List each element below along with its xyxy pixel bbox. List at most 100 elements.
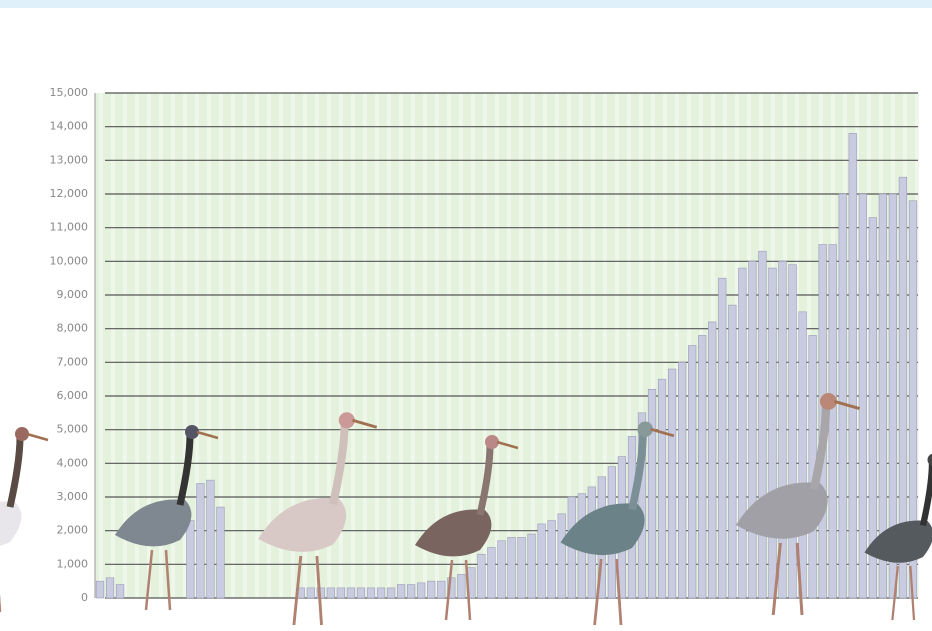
bar — [878, 193, 887, 599]
bar — [95, 580, 105, 599]
y-tick-label: 9,000 — [57, 288, 89, 301]
crane-beak — [196, 430, 219, 440]
crane-head — [820, 393, 837, 410]
crane-body — [415, 509, 492, 557]
crane — [0, 427, 49, 612]
bar — [326, 587, 335, 599]
crane-head — [15, 427, 29, 441]
bar — [768, 267, 777, 599]
crane — [115, 425, 219, 611]
bar — [748, 261, 757, 599]
y-tick-label: 8,000 — [57, 322, 89, 335]
crane-beak — [26, 432, 49, 442]
crane-neck — [176, 434, 194, 506]
bar — [427, 580, 436, 599]
crane-neck — [628, 432, 647, 511]
bar — [678, 362, 687, 599]
crane-head — [185, 425, 199, 439]
bar — [698, 335, 707, 599]
y-tick-label: 12,000 — [50, 187, 89, 200]
bar — [888, 193, 898, 599]
bar — [216, 506, 225, 599]
bar — [196, 483, 205, 599]
crane-legs — [771, 542, 804, 616]
y-tick-label: 10,000 — [50, 254, 89, 267]
crane-head — [485, 435, 499, 449]
bar — [186, 520, 195, 599]
bar — [557, 513, 566, 599]
bar — [477, 553, 486, 599]
y-tick-label: 1,000 — [57, 557, 89, 570]
bar — [778, 261, 787, 599]
bar — [798, 311, 807, 599]
bar — [667, 368, 677, 599]
bar — [397, 584, 406, 599]
crane-neck — [919, 462, 932, 527]
y-tick-label: 4,000 — [57, 456, 89, 469]
crane — [258, 412, 378, 626]
bar — [346, 587, 356, 599]
crane-beak — [833, 399, 861, 411]
crane-neck — [6, 436, 24, 508]
bar — [517, 537, 526, 599]
bar — [366, 587, 376, 599]
bar — [356, 587, 366, 599]
y-tick-label: 15,000 — [50, 86, 89, 99]
y-tick-label: 6,000 — [57, 389, 89, 402]
crane-head — [338, 412, 355, 429]
crane-body — [258, 497, 347, 552]
bar — [407, 584, 416, 599]
bar — [437, 580, 446, 599]
bar — [105, 577, 115, 599]
crane-legs — [144, 549, 172, 611]
crane-legs — [891, 565, 916, 621]
crane-neck — [476, 444, 494, 516]
bar — [828, 244, 837, 599]
crane-beak — [496, 440, 519, 450]
bar — [386, 587, 396, 599]
y-tick-label: 2,000 — [57, 524, 89, 537]
crane-body — [736, 482, 828, 539]
crane-neck — [809, 404, 831, 490]
crane-head — [637, 421, 653, 437]
crane-legs — [593, 558, 623, 626]
bar — [527, 533, 536, 599]
bar — [788, 264, 797, 599]
y-tick-label: 3,000 — [57, 490, 89, 503]
bar — [758, 250, 767, 599]
bar — [336, 587, 346, 599]
bar — [647, 388, 657, 599]
crane-body — [0, 501, 22, 546]
bar — [868, 217, 877, 599]
crane-illustrations — [0, 393, 932, 626]
crane-beak — [352, 418, 378, 429]
bar — [376, 587, 386, 599]
bar — [858, 193, 867, 599]
crane-body — [115, 499, 192, 547]
bar — [487, 547, 496, 599]
y-tick-label: 13,000 — [50, 153, 89, 166]
crane-neck — [329, 423, 349, 506]
bar — [417, 582, 426, 599]
bar — [708, 321, 717, 599]
y-tick-label: 7,000 — [57, 355, 89, 368]
y-tick-label: 14,000 — [50, 120, 89, 133]
y-tick-label: 5,000 — [57, 423, 89, 436]
bar — [838, 193, 847, 599]
bar — [547, 520, 556, 599]
bar — [738, 267, 747, 599]
bar — [657, 378, 667, 599]
bar — [115, 584, 125, 599]
crane-legs — [292, 555, 323, 626]
bar — [688, 345, 697, 599]
crane — [736, 393, 861, 616]
bar — [728, 304, 737, 599]
bar — [507, 537, 516, 599]
bar — [898, 176, 908, 599]
crane-head — [927, 453, 932, 466]
bar — [497, 540, 506, 599]
crane — [560, 421, 675, 626]
crane-body — [864, 520, 932, 563]
